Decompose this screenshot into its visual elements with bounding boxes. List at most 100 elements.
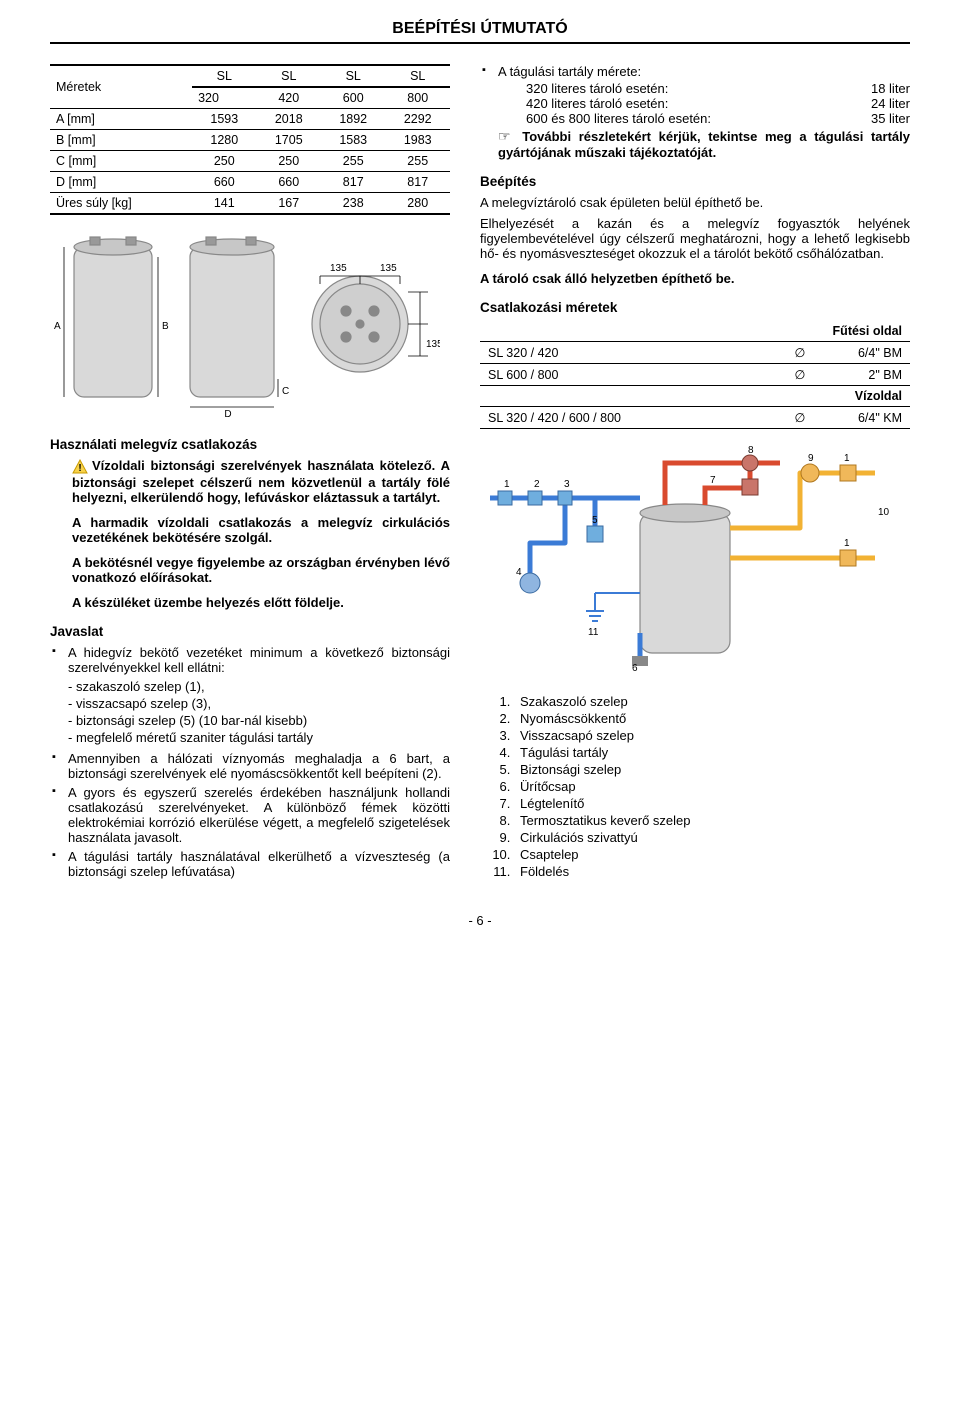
meretek-table: Méretek SL SL SL SL 320 420 600 800 A [m… [50, 64, 450, 215]
table-cell: Üres súly [kg] [50, 193, 192, 215]
table-cell: B [mm] [50, 130, 192, 151]
legend-list: Szakaszoló szelep Nyomáscsökkentő Visszacs… [480, 694, 910, 879]
svg-text:3: 3 [564, 479, 570, 490]
page-number: - 6 - [50, 913, 910, 928]
svg-text:10: 10 [878, 507, 890, 518]
table-cell: SL 600 / 800 [480, 364, 780, 386]
table-cell: 6/4" KM [820, 407, 910, 429]
table-cell: 250 [192, 151, 256, 172]
th-420: 420 [257, 87, 321, 109]
table-cell: 255 [385, 151, 450, 172]
table-cell: 141 [192, 193, 256, 215]
th-320: 320 [192, 87, 256, 109]
svg-text:B: B [162, 321, 169, 332]
beepites-p2: Elhelyezését a kazán és a melegvíz fogya… [480, 216, 910, 261]
th-sl800-a: SL [385, 65, 450, 87]
table-cell: 238 [321, 193, 385, 215]
table-cell: 1583 [321, 130, 385, 151]
svg-text:135: 135 [330, 263, 347, 274]
svg-text:1: 1 [844, 453, 850, 464]
csatl-heading: Csatlakozási méretek [480, 300, 910, 315]
table-cell: 280 [385, 193, 450, 215]
page-title: BEÉPÍTÉSI ÚTMUTATÓ [50, 20, 910, 44]
hand-icon: ☞ [498, 128, 511, 144]
tagulasi-row: 420 literes tároló esetén:24 liter [498, 96, 910, 111]
table-cell: 6/4" BM [820, 342, 910, 364]
hasznalati-p3: A bekötésnél vegye figyelembe az országb… [72, 555, 450, 585]
legend-item: Szakaszoló szelep [514, 694, 910, 709]
legend-item: Légtelenítő [514, 796, 910, 811]
table-cell: SL 320 / 420 [480, 342, 780, 364]
table-cell: A [mm] [50, 109, 192, 130]
th-sl600-a: SL [321, 65, 385, 87]
svg-text:135: 135 [380, 263, 397, 274]
tagulasi-row: 600 és 800 literes tároló esetén:35 lite… [498, 111, 910, 126]
table-cell: 167 [257, 193, 321, 215]
th-sl420-a: SL [257, 65, 321, 87]
th-800: 800 [385, 87, 450, 109]
table-cell: 255 [321, 151, 385, 172]
beepites-p1: A melegvíztároló csak épületen belül épí… [480, 195, 910, 210]
svg-text:C: C [282, 386, 289, 397]
hasznalati-p4: A készüléket üzembe helyezés előtt földe… [72, 595, 450, 610]
beepites-p3: A tároló csak álló helyzetben építhető b… [480, 271, 910, 286]
svg-text:6: 6 [632, 663, 638, 673]
table-cell: 817 [321, 172, 385, 193]
table-cell: 2" BM [820, 364, 910, 386]
svg-text:1: 1 [844, 538, 850, 549]
table-cell: 817 [385, 172, 450, 193]
table-cell: 1705 [257, 130, 321, 151]
legend-item: Visszacsapó szelep [514, 728, 910, 743]
svg-text:D: D [224, 409, 231, 419]
legend-item: Cirkulációs szivattyú [514, 830, 910, 845]
beepites-heading: Beépítés [480, 174, 910, 189]
table-cell: SL 320 / 420 / 600 / 800 [480, 407, 780, 429]
warning-icon: ! [72, 459, 88, 475]
legend-item: Tágulási tartály [514, 745, 910, 760]
svg-text:8: 8 [748, 445, 754, 456]
svg-text:!: ! [78, 463, 81, 474]
table-cell: ∅ [780, 407, 820, 429]
table-cell: D [mm] [50, 172, 192, 193]
table-cell: C [mm] [50, 151, 192, 172]
legend-item: Földelés [514, 864, 910, 879]
table-cell: 1892 [321, 109, 385, 130]
sub-item: - szakaszoló szelep (1), [68, 679, 450, 694]
th-600: 600 [321, 87, 385, 109]
sub-item: - visszacsapó szelep (3), [68, 696, 450, 711]
javaslat-item-3: A gyors és egyszerű szerelés érdekében h… [50, 785, 450, 845]
javaslat-list: A hidegvíz bekötő vezetéket minimum a kö… [50, 645, 450, 879]
table-cell: 1593 [192, 109, 256, 130]
piping-diagram: 1 2 3 4 5 6 7 8 9 10 11 1 1 [480, 443, 910, 676]
svg-text:4: 4 [516, 567, 522, 578]
legend-item: Ürítőcsap [514, 779, 910, 794]
tank-diagram: A B D C [50, 229, 450, 419]
table-cell: ∅ [780, 364, 820, 386]
hasznalati-heading: Használati melegvíz csatlakozás [50, 437, 450, 452]
tagulasi-row: 320 literes tároló esetén:18 liter [498, 81, 910, 96]
svg-text:11: 11 [588, 627, 599, 638]
sub-item: - biztonsági szelep (5) (10 bar-nál kise… [68, 713, 450, 728]
table-cell: 250 [257, 151, 321, 172]
hasznalati-p1: ! Vízoldali biztonsági szerelvények hasz… [72, 458, 450, 505]
javaslat-item-4: A tágulási tartály használatával elkerül… [50, 849, 450, 879]
svg-text:7: 7 [710, 475, 716, 486]
th-meretek: Méretek [50, 65, 192, 109]
javaslat-heading: Javaslat [50, 624, 450, 639]
table-cell: 1983 [385, 130, 450, 151]
svg-text:A: A [54, 321, 61, 332]
legend-item: Biztonsági szelep [514, 762, 910, 777]
table-cell: 1280 [192, 130, 256, 151]
svg-text:5: 5 [592, 515, 598, 526]
svg-text:135: 135 [426, 339, 440, 350]
table-cell: 660 [257, 172, 321, 193]
sub-item: - megfelelő méretű szaniter tágulási tar… [68, 730, 450, 745]
legend-item: Termosztatikus keverő szelep [514, 813, 910, 828]
tagulasi-item: A tágulási tartály mérete: 320 literes t… [480, 64, 910, 160]
legend-item: Csaptelep [514, 847, 910, 862]
table-cell: 2018 [257, 109, 321, 130]
legend-item: Nyomáscsökkentő [514, 711, 910, 726]
table-cell: 2292 [385, 109, 450, 130]
svg-text:9: 9 [808, 453, 814, 464]
table-cell: ∅ [780, 342, 820, 364]
